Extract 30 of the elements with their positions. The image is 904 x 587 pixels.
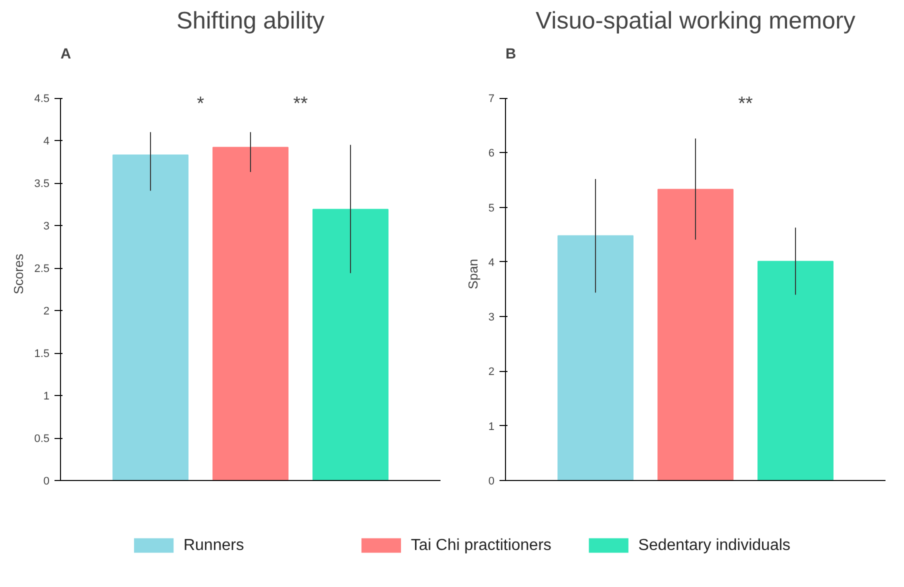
y-tick-label: 0.5 bbox=[34, 433, 50, 446]
annotation: ** bbox=[293, 92, 308, 114]
y-axis-title: Scores bbox=[11, 253, 26, 294]
y-axis-title: Span bbox=[465, 258, 480, 290]
y-tick-label: 0 bbox=[488, 476, 495, 488]
y-tick-label: 2 bbox=[43, 306, 50, 318]
y-tick-label: 4 bbox=[488, 256, 495, 269]
legend-label: Sedentary individuals bbox=[638, 537, 790, 554]
chart-subtitle: A bbox=[60, 46, 72, 62]
y-tick-label: 1 bbox=[488, 420, 495, 433]
y-tick-label: 1 bbox=[43, 390, 50, 403]
y-tick-label: 4.5 bbox=[34, 93, 50, 106]
y-tick-label: 2 bbox=[488, 366, 495, 378]
y-tick-label: 1.5 bbox=[34, 348, 50, 360]
y-tick-label: 2.5 bbox=[34, 263, 50, 276]
y-tick-label: 0 bbox=[43, 476, 50, 488]
y-tick-label: 6 bbox=[488, 148, 495, 160]
legend-label: Runners bbox=[183, 537, 244, 554]
annotation: ** bbox=[738, 92, 753, 114]
chart-title: Visuo-spatial working memory bbox=[536, 8, 856, 34]
annotation: * bbox=[196, 92, 204, 114]
chart-title: Shifting ability bbox=[176, 8, 325, 34]
y-tick-label: 7 bbox=[488, 93, 495, 106]
y-tick-label: 4 bbox=[43, 136, 50, 148]
y-tick-label: 5 bbox=[488, 202, 495, 214]
chart-subtitle: B bbox=[506, 46, 516, 62]
y-tick-label: 3 bbox=[488, 312, 495, 324]
legend-label: Tai Chi practitioners bbox=[410, 537, 552, 554]
y-tick-label: 3.5 bbox=[34, 178, 50, 190]
y-tick-label: 3 bbox=[43, 220, 50, 233]
